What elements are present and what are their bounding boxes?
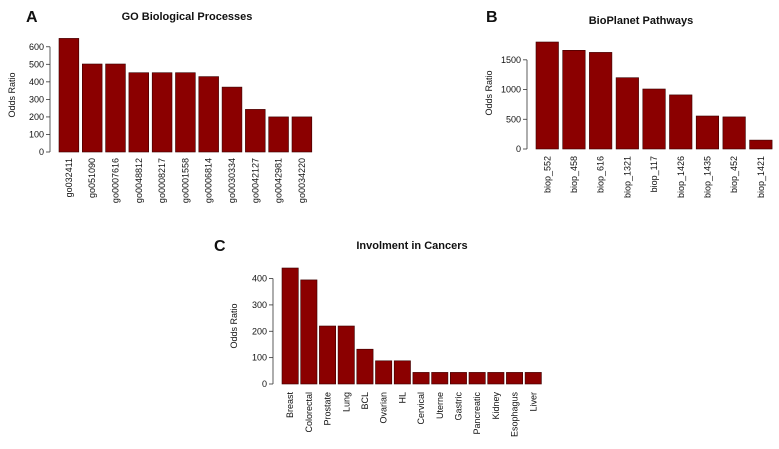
panel-a-x-tick-label: go051090 xyxy=(87,158,97,198)
panel-b-x-tick-label: biop_552 xyxy=(542,156,552,193)
panel-a-y-tick-label: 300 xyxy=(29,94,44,104)
panel-c-bar-breast xyxy=(281,267,299,385)
panel-b-y-tick-label: 500 xyxy=(506,114,521,124)
panel-a-bar-go0048812 xyxy=(128,72,149,153)
panel-a-bar-go032411 xyxy=(58,38,80,153)
panel-a-y-tick-label: 0 xyxy=(39,147,44,157)
panel-c-bar-gastric xyxy=(449,372,467,385)
panel-a-bar-go0008217 xyxy=(151,72,173,153)
panel-b-x-tick-label: biop_117 xyxy=(649,156,659,192)
panel-a-y-tick-label: 400 xyxy=(29,77,44,87)
panel-c-x-tick-label: Kidney xyxy=(491,392,501,420)
panel-c-bar-lung xyxy=(337,325,355,385)
panel-b-bar-biop_552 xyxy=(535,41,559,150)
panel-c-bar-bcl xyxy=(356,348,374,385)
panel-c-y-tick-label: 300 xyxy=(252,300,267,310)
panel-c-x-tick-label: Breast xyxy=(285,392,295,419)
panel-b-x-tick-label: biop_616 xyxy=(596,156,606,193)
panel-b-x-tick-label: biop_1426 xyxy=(676,156,686,198)
panel-a-bar-go0006814 xyxy=(198,76,219,153)
panel-a-y-tick-label: 600 xyxy=(29,42,44,52)
panel-c-bar-hl xyxy=(393,360,411,385)
panel-c-x-tick-label: BCL xyxy=(360,392,370,410)
panel-a-x-tick-label: go032411 xyxy=(64,158,74,197)
panel-c-bar-cervical xyxy=(412,372,430,385)
panel-b-bar-biop_117 xyxy=(642,88,666,150)
panel-c-bar-liver xyxy=(524,372,542,385)
panel-a-x-tick-label: go0008217 xyxy=(157,158,167,203)
panel-b-bar-biop_458 xyxy=(562,49,586,150)
panel-b-bar-biop_452 xyxy=(722,116,746,150)
panel-b-x-tick-label: biop_458 xyxy=(569,156,579,193)
panel-b-bar-biop_616 xyxy=(589,52,613,150)
panel-c-x-tick-label: Uterne xyxy=(435,392,445,419)
panel-a-letter: A xyxy=(26,9,38,26)
panel-b-x-tick-label: biop_1321 xyxy=(622,156,632,198)
panel-b-bar-biop_1421 xyxy=(749,139,773,150)
panel-a-title: GO Biological Processes xyxy=(122,11,253,23)
panel-a-bar-go0030334 xyxy=(221,86,243,153)
panel-c-bar-pancreatic xyxy=(468,372,486,385)
panel-a-bar-go0034220 xyxy=(291,116,313,153)
panel-c-x-tick-label: Prostate xyxy=(323,392,333,426)
panel-a-bar-go0042127 xyxy=(245,109,266,153)
panel-c-bar-uterne xyxy=(431,372,449,385)
panel-a-bar-go0007616 xyxy=(105,63,126,153)
panel-b: B BioPlanet Pathways Odds Ratio 0 500 1000… xyxy=(484,9,773,198)
panel-a-bar-go051090 xyxy=(82,63,103,153)
panel-c-y-axis-label: Odds Ratio xyxy=(229,303,239,348)
panel-a-x-tick-label: go0006814 xyxy=(204,158,214,203)
panel-c-bar-colorectal xyxy=(300,279,318,385)
panel-c-x-tick-label: Esophagus xyxy=(510,392,520,438)
panel-c-bar-esophagus xyxy=(506,372,523,385)
panel-c-letter: C xyxy=(214,238,226,255)
panel-a-y-tick-label: 500 xyxy=(29,59,44,69)
panel-a-bar-go0001558 xyxy=(175,72,196,153)
panel-c-y-tick-label: 200 xyxy=(252,326,267,336)
panel-c-x-tick-label: Ovarian xyxy=(379,392,389,424)
panel-c: C Involment in Cancers Odds Ratio 0 100 20… xyxy=(214,238,542,438)
panel-c-title: Involment in Cancers xyxy=(356,240,467,252)
panel-a: A GO Biological Processes Odds Ratio 0 10… xyxy=(7,9,313,203)
panel-b-letter: B xyxy=(486,9,498,26)
panel-b-y-tick-label: 1500 xyxy=(501,55,521,65)
panel-a-x-tick-label: go0048812 xyxy=(134,158,144,203)
panel-c-bar-prostate xyxy=(319,325,336,385)
panel-c-bar-kidney xyxy=(487,372,505,385)
panel-c-x-tick-label: Colorectal xyxy=(304,392,314,433)
panel-c-x-tick-label: Cervical xyxy=(416,392,426,425)
panel-a-y-tick-label: 200 xyxy=(29,112,44,122)
panel-c-y-tick-label: 100 xyxy=(252,353,267,363)
panel-c-x-tick-label: HL xyxy=(397,392,407,404)
panel-c-x-tick-label: Gastric xyxy=(453,392,463,421)
panel-a-bar-go0042981 xyxy=(268,116,289,153)
panel-c-y-tick-label: 0 xyxy=(262,379,267,389)
panel-b-y-tick-label: 1000 xyxy=(501,85,521,95)
panel-a-y-tick-label: 100 xyxy=(29,129,44,139)
panel-c-x-tick-label: Liver xyxy=(528,392,538,412)
panel-b-bar-biop_1435 xyxy=(695,115,720,150)
panel-c-x-tick-label: Lung xyxy=(341,392,351,412)
panel-b-x-tick-label: biop_452 xyxy=(729,156,739,193)
panel-b-title: BioPlanet Pathways xyxy=(589,15,694,27)
panel-b-bar-biop_1321 xyxy=(615,77,639,150)
panel-a-x-tick-label: go0030334 xyxy=(227,158,237,203)
panel-b-y-axis-label: Odds Ratio xyxy=(484,70,494,115)
panel-a-x-tick-label: go0042981 xyxy=(274,158,284,203)
panel-b-x-tick-label: biop_1421 xyxy=(756,156,766,198)
panel-b-x-tick-label: biop_1435 xyxy=(703,156,713,198)
panel-a-x-tick-label: go0001558 xyxy=(180,158,190,203)
panel-b-y-tick-label: 0 xyxy=(516,144,521,154)
panel-c-y-tick-label: 400 xyxy=(252,274,267,284)
panel-b-bar-biop_1426 xyxy=(669,94,693,150)
panel-a-x-tick-label: go0007616 xyxy=(111,158,121,203)
panel-c-x-tick-label: Pancreatic xyxy=(472,392,482,435)
panel-c-bar-ovarian xyxy=(375,360,393,385)
panel-a-y-axis-label: Odds Ratio xyxy=(7,72,17,117)
panel-a-x-tick-label: go0042127 xyxy=(250,158,260,203)
panel-a-x-tick-label: go0034220 xyxy=(297,158,307,203)
